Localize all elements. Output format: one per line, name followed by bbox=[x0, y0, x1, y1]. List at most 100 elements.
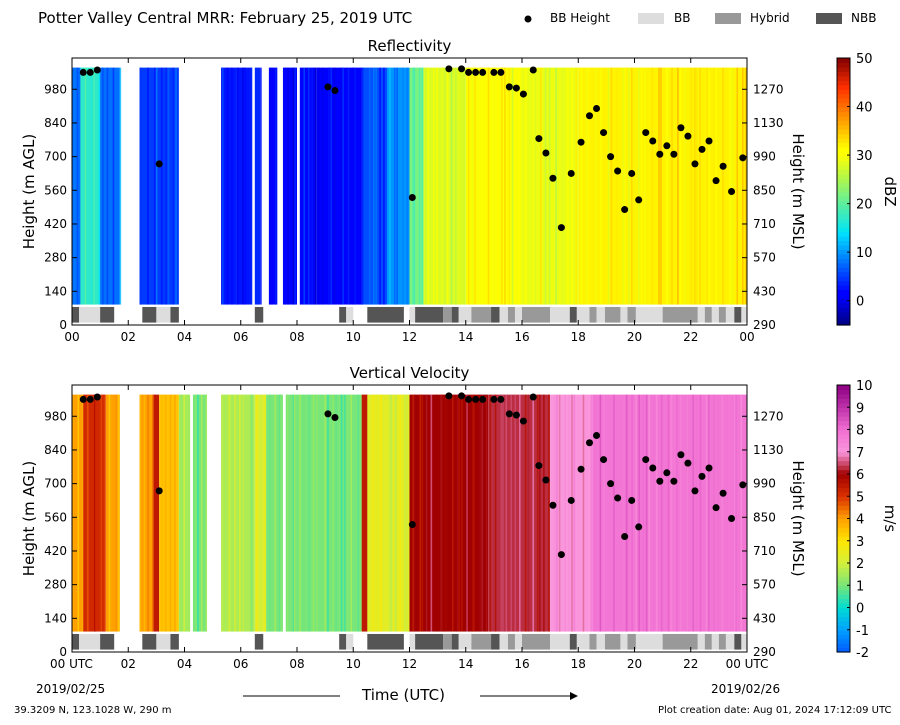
heatmap-streak-velocity bbox=[473, 394, 475, 632]
y-tick-right-label-reflectivity: 1270 bbox=[753, 82, 784, 96]
bb-type-segment-nbb bbox=[142, 306, 157, 323]
heatmap-streak-reflectivity bbox=[379, 67, 381, 305]
heatmap-streak-reflectivity bbox=[708, 67, 710, 305]
heatmap-streak-velocity bbox=[692, 394, 694, 632]
bb-height-point-reflectivity bbox=[505, 83, 513, 91]
colorbar-cell-reflectivity bbox=[837, 160, 850, 166]
bb-height-point-velocity bbox=[519, 417, 527, 425]
heatmap-streak-velocity bbox=[502, 394, 504, 632]
bb-height-point-reflectivity bbox=[628, 169, 636, 177]
heatmap-streak-reflectivity bbox=[443, 67, 446, 305]
bb-type-segment-hybrid bbox=[662, 306, 698, 323]
x-tick-label-reflectivity: 04 bbox=[177, 330, 192, 344]
bb-height-point-reflectivity bbox=[635, 196, 643, 204]
heatmap-streak-reflectivity bbox=[643, 67, 646, 305]
colorbar-cell-reflectivity bbox=[837, 111, 850, 117]
heatmap-streak-velocity bbox=[195, 394, 197, 632]
heatmap-streak-velocity bbox=[707, 394, 710, 632]
bb-height-point-velocity bbox=[739, 481, 747, 489]
y-tick-right-label-velocity: 430 bbox=[753, 611, 776, 625]
heatmap-streak-velocity bbox=[103, 394, 106, 632]
bb-height-point-velocity bbox=[497, 395, 505, 403]
bb-height-point-velocity bbox=[490, 395, 498, 403]
heatmap-streak-reflectivity bbox=[575, 67, 578, 305]
heatmap-streak-velocity bbox=[638, 394, 641, 632]
colorbar-cell-velocity bbox=[837, 540, 850, 546]
heatmap-streak-velocity bbox=[153, 394, 156, 632]
heatmap-streak-velocity bbox=[553, 394, 556, 632]
heatmap-streak-velocity bbox=[347, 394, 350, 632]
bb-height-point-velocity bbox=[529, 393, 537, 401]
colorbar-cell-reflectivity bbox=[837, 195, 850, 201]
heatmap-streak-reflectivity bbox=[119, 67, 122, 305]
colorbar-tick-label-velocity: 8 bbox=[856, 424, 864, 439]
bb-height-point-velocity bbox=[656, 477, 664, 485]
colorbar-cell-reflectivity bbox=[837, 302, 850, 308]
colorbar-cell-velocity bbox=[837, 558, 850, 564]
colorbar-cell-reflectivity bbox=[837, 249, 850, 255]
heatmap-streak-reflectivity bbox=[160, 67, 163, 305]
bb-type-segment-bb bbox=[596, 633, 605, 650]
heatmap-streak-reflectivity bbox=[520, 67, 523, 305]
heatmap-streak-velocity bbox=[451, 394, 454, 632]
colorbar-cell-velocity bbox=[837, 563, 850, 569]
heatmap-streak-velocity bbox=[299, 394, 301, 632]
bb-type-segment-hybrid bbox=[662, 633, 698, 650]
heatmap-streak-velocity bbox=[699, 394, 702, 632]
legend-nbb-swatch bbox=[816, 13, 842, 24]
heatmap-streak-velocity bbox=[728, 394, 731, 632]
bb-height-point-reflectivity bbox=[663, 142, 671, 150]
heatmap-streak-reflectivity bbox=[139, 67, 142, 305]
colorbar-cell-velocity bbox=[837, 589, 850, 595]
y-tick-label-velocity: 280 bbox=[44, 578, 67, 592]
legend-hybrid-swatch bbox=[715, 13, 741, 24]
heatmap-band-velocity bbox=[221, 394, 255, 632]
bb-type-segment-nbb bbox=[451, 306, 459, 323]
y-tick-right-label-velocity: 290 bbox=[753, 645, 776, 659]
heatmap-streak-reflectivity bbox=[600, 67, 602, 305]
heatmap-streak-velocity bbox=[518, 394, 521, 632]
heatmap-streak-velocity bbox=[645, 394, 648, 632]
colorbar-cell-reflectivity bbox=[837, 133, 850, 139]
heatmap-streak-velocity bbox=[115, 394, 118, 632]
heatmap-streak-velocity bbox=[239, 394, 241, 632]
bb-type-segment-nbb bbox=[100, 306, 115, 323]
colorbar-cell-reflectivity bbox=[837, 178, 850, 184]
heatmap-streak-velocity bbox=[532, 394, 535, 632]
colorbar-cell-velocity bbox=[837, 474, 850, 480]
bb-type-segment-nbb bbox=[254, 306, 264, 323]
bb-type-segment-bb bbox=[514, 633, 522, 650]
bb-type-segment-hybrid bbox=[507, 306, 515, 323]
heatmap-streak-reflectivity bbox=[383, 67, 385, 305]
heatmap-streak-reflectivity bbox=[511, 67, 514, 305]
heatmap-streak-velocity bbox=[673, 394, 675, 632]
heatmap-streak-reflectivity bbox=[270, 67, 273, 305]
colorbar-cell-velocity bbox=[837, 647, 850, 653]
colorbar-cell-reflectivity bbox=[837, 262, 850, 268]
colorbar-cell-reflectivity bbox=[837, 142, 850, 148]
heatmap-streak-reflectivity bbox=[84, 67, 87, 305]
colorbar-cell-reflectivity bbox=[837, 66, 850, 72]
colorbar-cell-reflectivity bbox=[837, 120, 850, 126]
colorbar-cell-velocity bbox=[837, 527, 850, 533]
colorbar-cell-reflectivity bbox=[837, 106, 850, 112]
heatmap-streak-reflectivity bbox=[508, 67, 511, 305]
bb-type-segment-nbb bbox=[451, 633, 459, 650]
heatmap-streak-velocity bbox=[505, 394, 508, 632]
heatmap-streak-velocity bbox=[721, 394, 724, 632]
colorbar-tick-label-reflectivity: 40 bbox=[856, 101, 873, 116]
x-tick-label-velocity: 12 bbox=[402, 657, 417, 671]
heatmap-streak-reflectivity bbox=[274, 67, 277, 305]
bb-height-point-reflectivity bbox=[600, 129, 608, 137]
colorbar-cell-velocity bbox=[837, 598, 850, 604]
heatmap-streak-reflectivity bbox=[110, 67, 112, 305]
heatmap-streak-reflectivity bbox=[112, 67, 115, 305]
heatmap-streak-velocity bbox=[514, 394, 517, 632]
heatmap-streak-velocity bbox=[403, 394, 406, 632]
heatmap-streak-reflectivity bbox=[287, 67, 289, 305]
heatmap-band-reflectivity bbox=[254, 67, 261, 305]
bb-height-point-velocity bbox=[408, 521, 416, 529]
heatmap-streak-velocity bbox=[340, 394, 343, 632]
bb-height-point-velocity bbox=[86, 395, 94, 403]
heatmap-streak-reflectivity bbox=[677, 67, 679, 305]
